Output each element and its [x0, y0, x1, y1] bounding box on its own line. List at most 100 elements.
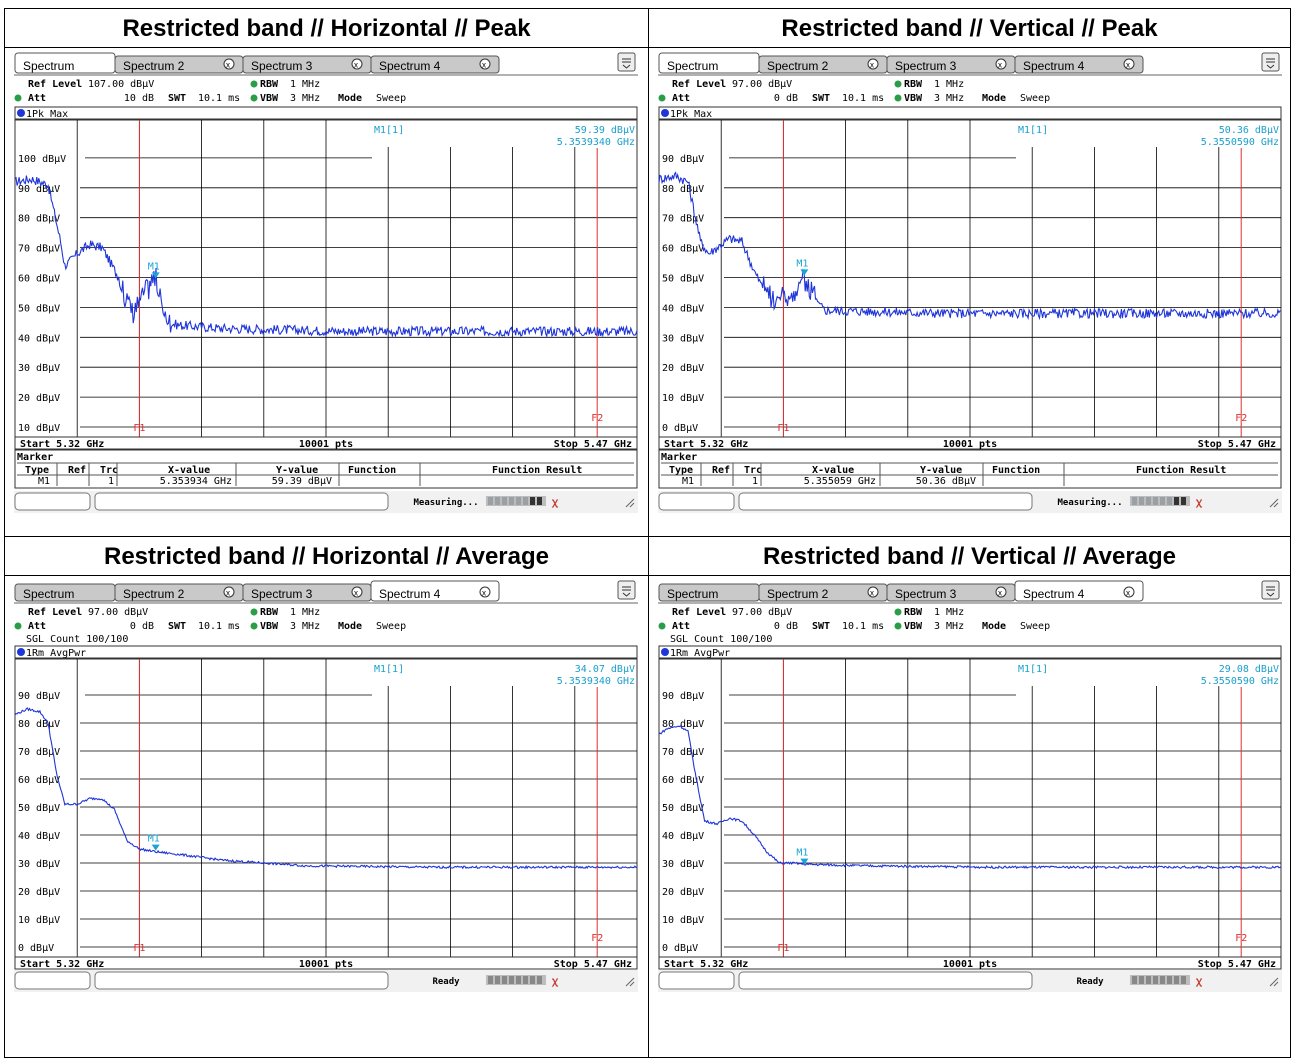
close-tab-icon[interactable] — [223, 586, 235, 598]
tab-label[interactable]: Spectrum — [23, 587, 74, 601]
tab-label[interactable]: Spectrum 3 — [251, 587, 313, 601]
tab-label[interactable]: Spectrum — [667, 587, 718, 601]
tab-label[interactable]: Spectrum 3 — [251, 59, 313, 73]
tab-label[interactable]: Spectrum — [23, 59, 74, 73]
tab-label[interactable]: Spectrum 4 — [379, 587, 441, 601]
panel-horizontal-average: Restricted band // Horizontal // Average… — [4, 536, 649, 1058]
close-tab-icon[interactable] — [351, 58, 363, 70]
tab-spectrum-3[interactable]: Spectrum 3 x — [242, 583, 372, 602]
tab-label[interactable]: Spectrum — [667, 59, 718, 73]
close-tab-glyph[interactable]: x — [354, 61, 358, 70]
close-tab-glyph[interactable]: x — [226, 589, 230, 598]
close-tab-icon[interactable] — [867, 586, 879, 598]
menu-icon[interactable] — [617, 52, 636, 72]
close-tab-glyph[interactable]: x — [998, 589, 1002, 598]
status-field[interactable] — [94, 492, 389, 511]
status-field[interactable] — [14, 492, 91, 511]
chevron-down-icon[interactable] — [1266, 586, 1275, 597]
close-tab-icon[interactable] — [1123, 586, 1135, 598]
analyzer-screen: Spectrum Spectrum 2 x Spectrum 3 x Spectrum 4… — [14, 579, 638, 1059]
tab-spectrum[interactable]: Spectrum — [14, 52, 116, 74]
tab-spectrum-4[interactable]: Spectrum 4 x — [370, 55, 500, 74]
progress-segment — [537, 497, 542, 505]
tab-label[interactable]: Spectrum 2 — [767, 587, 829, 601]
close-tab-glyph[interactable]: x — [354, 589, 358, 598]
x-axis-bar — [14, 956, 638, 970]
resize-grip-icon[interactable] — [1269, 977, 1279, 987]
tab-label[interactable]: Spectrum 4 — [379, 59, 441, 73]
tab-spectrum-2[interactable]: Spectrum 2 x — [114, 583, 244, 602]
menu-icon[interactable] — [1261, 580, 1280, 600]
marker-table-header: X-value — [168, 465, 210, 476]
progress-segment — [495, 497, 500, 505]
tab-spectrum-3[interactable]: Spectrum 3 x — [242, 55, 372, 74]
trace-label: 1Pk Max — [670, 109, 712, 120]
status-dot-icon — [894, 94, 902, 102]
close-tab-glyph[interactable]: x — [1126, 61, 1130, 70]
close-tab-icon[interactable] — [867, 58, 879, 70]
close-tab-glyph[interactable]: x — [870, 61, 874, 70]
sgl-count: SGL Count 100/100 — [670, 634, 772, 645]
stop-frequency: Stop 5.47 GHz — [1198, 439, 1276, 450]
close-tab-glyph[interactable]: x — [482, 589, 486, 598]
tab-shape[interactable] — [370, 55, 500, 74]
tab-shape[interactable] — [370, 580, 500, 602]
status-field[interactable] — [94, 971, 389, 990]
tab-spectrum-2[interactable]: Spectrum 2 x — [758, 55, 888, 74]
tab-spectrum-4[interactable]: Spectrum 4 x — [1014, 580, 1144, 602]
menu-icon[interactable] — [1261, 52, 1280, 72]
tab-spectrum-2[interactable]: Spectrum 2 x — [758, 583, 888, 602]
tab-label[interactable]: Spectrum 3 — [895, 59, 957, 73]
tab-label[interactable]: Spectrum 2 — [123, 587, 185, 601]
tab-spectrum[interactable]: Spectrum — [658, 583, 760, 602]
status-field[interactable] — [14, 971, 91, 990]
spectrum-trace — [14, 175, 638, 338]
progress-segment — [530, 497, 535, 505]
close-tab-icon[interactable] — [351, 586, 363, 598]
mode-label: Mode — [338, 93, 362, 104]
close-tab-glyph[interactable]: x — [482, 61, 486, 70]
close-tab-icon[interactable] — [995, 586, 1007, 598]
tab-shape[interactable] — [1014, 580, 1144, 602]
remote-status-icon: ꭓ — [1195, 976, 1203, 987]
menu-icon[interactable] — [617, 580, 636, 600]
close-tab-icon[interactable] — [479, 586, 491, 598]
close-tab-glyph[interactable]: x — [870, 589, 874, 598]
tab-spectrum-3[interactable]: Spectrum 3 x — [886, 583, 1016, 602]
close-tab-icon[interactable] — [995, 58, 1007, 70]
marker-m1-label: M1 — [796, 258, 808, 269]
rbw-value: 1 MHz — [934, 607, 964, 618]
tab-label[interactable]: Spectrum 3 — [895, 587, 957, 601]
tab-spectrum-2[interactable]: Spectrum 2 x — [114, 55, 244, 74]
tab-spectrum-4[interactable]: Spectrum 4 x — [370, 580, 500, 602]
tab-spectrum-4[interactable]: Spectrum 4 x — [1014, 55, 1144, 74]
close-tab-glyph[interactable]: x — [1126, 589, 1130, 598]
close-tab-icon[interactable] — [1123, 58, 1135, 70]
tab-label[interactable]: Spectrum 2 — [123, 59, 185, 73]
resize-grip-icon[interactable] — [625, 498, 635, 508]
close-tab-glyph[interactable]: x — [998, 61, 1002, 70]
close-tab-icon[interactable] — [479, 58, 491, 70]
tab-spectrum-3[interactable]: Spectrum 3 x — [886, 55, 1016, 74]
close-tab-glyph[interactable]: x — [226, 61, 230, 70]
trace-indicator-icon — [17, 109, 25, 117]
chevron-down-icon[interactable] — [622, 58, 631, 69]
marker-m1-label: M1 — [148, 261, 160, 272]
tab-spectrum[interactable]: Spectrum — [658, 52, 760, 74]
tab-label[interactable]: Spectrum 4 — [1023, 587, 1085, 601]
marker-table-header: Y-value — [920, 465, 962, 476]
close-tab-icon[interactable] — [223, 58, 235, 70]
status-field[interactable] — [658, 492, 735, 511]
status-field[interactable] — [738, 971, 1033, 990]
tab-label[interactable]: Spectrum 2 — [767, 59, 829, 73]
chevron-down-icon[interactable] — [622, 586, 631, 597]
status-field[interactable] — [658, 971, 735, 990]
tab-spectrum[interactable]: Spectrum — [14, 583, 116, 602]
y-tick-label: 10 dBµV — [18, 423, 60, 434]
resize-grip-icon[interactable] — [625, 977, 635, 987]
tab-label[interactable]: Spectrum 4 — [1023, 59, 1085, 73]
resize-grip-icon[interactable] — [1269, 498, 1279, 508]
status-field[interactable] — [738, 492, 1033, 511]
tab-shape[interactable] — [1014, 55, 1144, 74]
chevron-down-icon[interactable] — [1266, 58, 1275, 69]
